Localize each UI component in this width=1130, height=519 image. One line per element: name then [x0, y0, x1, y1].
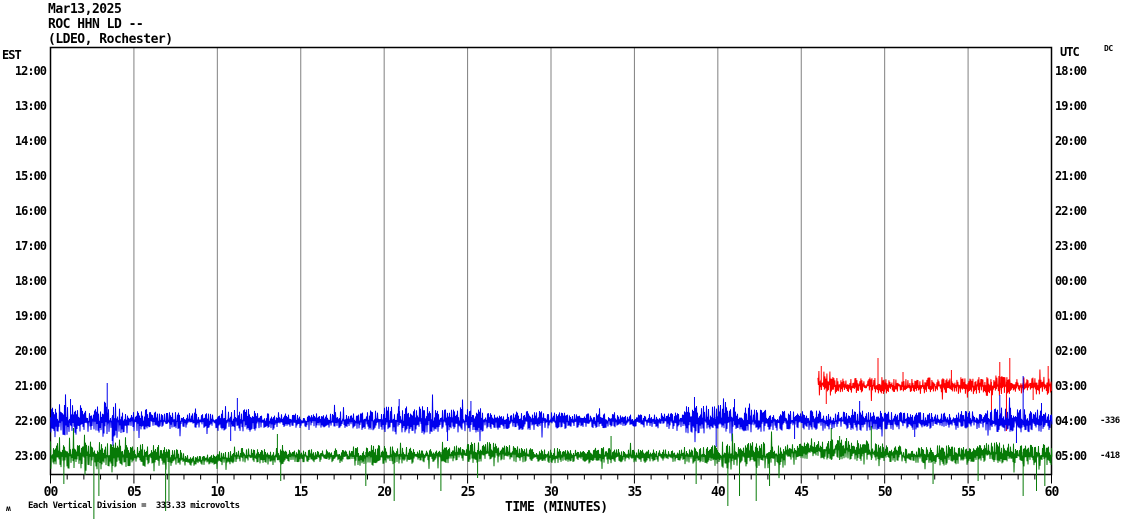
est-time-label: 23:00 — [14, 449, 47, 463]
minute-tick-label: 60 — [1044, 485, 1060, 500]
utc-time-label: 18:00 — [1055, 64, 1087, 78]
trace-green — [50, 427, 1053, 479]
est-time-label: 20:00 — [14, 344, 47, 358]
est-time-label: 19:00 — [14, 309, 47, 323]
minute-tick-label: 30 — [544, 485, 559, 500]
est-time-label: 14:00 — [14, 134, 47, 148]
est-axis-label: EST — [2, 48, 22, 62]
minute-tick-label: 15 — [293, 485, 309, 500]
minute-tick-label: 10 — [210, 485, 226, 500]
utc-time-label: 22:00 — [1055, 204, 1087, 218]
est-time-label: 17:00 — [14, 239, 47, 253]
minute-tick-label: 00 — [43, 485, 59, 500]
minute-tick-label: 45 — [794, 485, 809, 500]
dc-offset-value: -418 — [1100, 451, 1120, 461]
utc-time-label: 19:00 — [1055, 99, 1087, 113]
utc-time-label: 02:00 — [1055, 344, 1087, 358]
minute-tick-label: 50 — [877, 485, 893, 500]
dc-column-label: DC — [1104, 44, 1113, 53]
logo-glyph: ʍ — [6, 504, 11, 513]
trace-blue — [50, 394, 1053, 447]
utc-time-label: 03:00 — [1055, 379, 1087, 393]
minute-tick-label: 55 — [961, 485, 976, 500]
minute-tick-label: 20 — [377, 485, 392, 500]
utc-time-label: 21:00 — [1055, 169, 1087, 183]
header-station: ROC HHN LD -- — [48, 17, 144, 32]
minute-tick-label: 25 — [460, 485, 476, 500]
minute-tick-label: 40 — [711, 485, 726, 500]
utc-time-label: 01:00 — [1055, 309, 1087, 323]
minute-tick-label: 35 — [627, 485, 643, 500]
header-network: (LDEO, Rochester) — [48, 32, 173, 47]
scale-note: Each Vertical Division = 333.33 microvol… — [28, 501, 240, 511]
trace-red — [817, 369, 1052, 402]
est-time-label: 15:00 — [14, 169, 47, 183]
est-time-label: 16:00 — [14, 204, 47, 218]
utc-axis-label: UTC — [1060, 45, 1080, 59]
header-date: Mar13,2025 — [48, 2, 122, 17]
utc-time-label: 04:00 — [1055, 414, 1087, 428]
est-time-label: 12:00 — [14, 64, 47, 78]
minute-tick-label: 05 — [127, 485, 142, 500]
utc-time-label: 00:00 — [1055, 274, 1087, 288]
utc-time-label: 05:00 — [1055, 449, 1087, 463]
est-time-label: 21:00 — [14, 379, 47, 393]
est-time-label: 13:00 — [14, 99, 47, 113]
dc-offset-value: -336 — [1100, 416, 1120, 426]
utc-time-label: 20:00 — [1055, 134, 1087, 148]
x-axis-title: TIME (MINUTES) — [505, 500, 608, 515]
utc-time-label: 23:00 — [1055, 239, 1087, 253]
plot-area[interactable] — [51, 48, 1052, 475]
est-time-label: 22:00 — [14, 414, 47, 428]
est-time-label: 18:00 — [14, 274, 47, 288]
